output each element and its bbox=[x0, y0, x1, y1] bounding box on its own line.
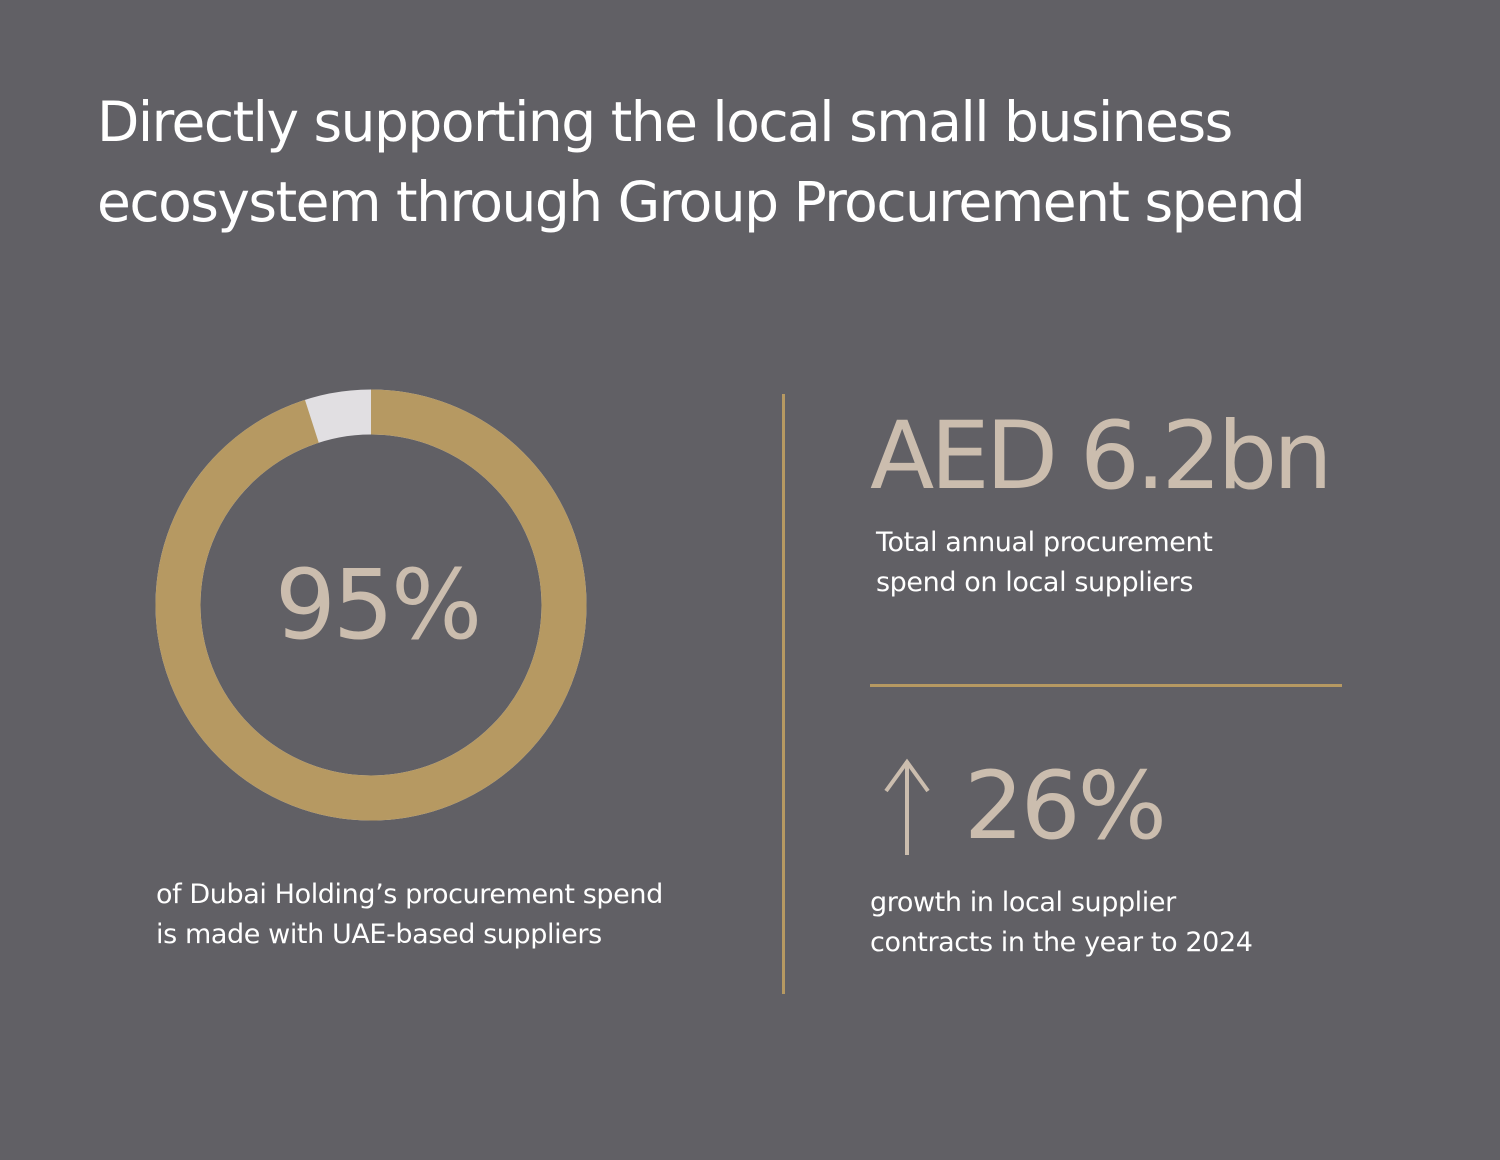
annual-spend-caption-line-2: spend on local suppliers bbox=[876, 567, 1193, 598]
contract-growth-value: 26% bbox=[964, 752, 1167, 861]
annual-spend-caption: Total annual procurement spend on local … bbox=[876, 523, 1213, 603]
share-caption: of Dubai Holding’s procurement spend is … bbox=[156, 875, 663, 955]
share-caption-line-2: is made with UAE-based suppliers bbox=[156, 919, 602, 950]
page-title-line-1: Directly supporting the local small busi… bbox=[97, 90, 1233, 154]
contract-growth-stat: 26% bbox=[880, 752, 1167, 862]
horizontal-divider bbox=[870, 684, 1342, 687]
donut-share-segment bbox=[155, 389, 587, 821]
page-title-line-2: ecosystem through Group Procurement spen… bbox=[97, 170, 1306, 234]
local-supplier-share-donut: 95% bbox=[155, 389, 587, 821]
donut-chart bbox=[155, 389, 587, 821]
contract-growth-caption-line-2: contracts in the year to 2024 bbox=[870, 927, 1253, 958]
arrow-up-icon bbox=[884, 758, 930, 855]
annual-spend-caption-line-1: Total annual procurement bbox=[876, 527, 1213, 558]
share-caption-line-1: of Dubai Holding’s procurement spend bbox=[156, 879, 663, 910]
vertical-divider bbox=[782, 394, 785, 994]
page-title: Directly supporting the local small busi… bbox=[97, 82, 1437, 242]
contract-growth-caption-line-1: growth in local supplier bbox=[870, 887, 1176, 918]
share-percentage: 95% bbox=[274, 549, 482, 661]
contract-growth-caption: growth in local supplier contracts in th… bbox=[870, 883, 1253, 963]
annual-spend-value: AED 6.2bn bbox=[870, 402, 1333, 511]
